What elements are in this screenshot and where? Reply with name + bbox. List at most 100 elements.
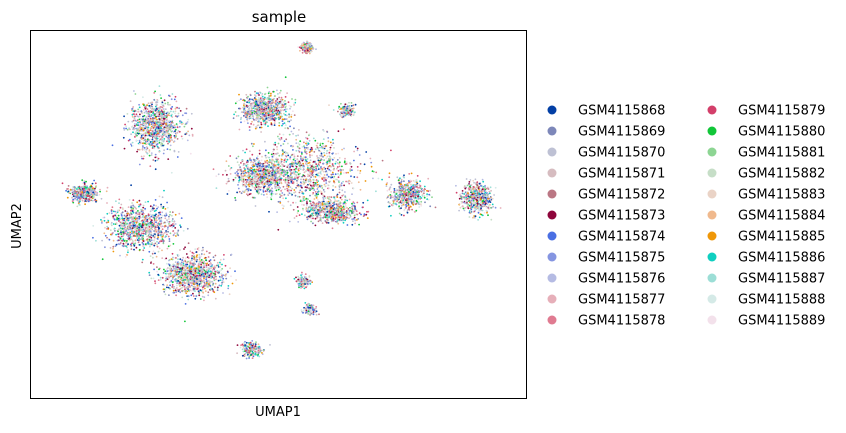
data-point (332, 142, 335, 145)
data-point (175, 132, 178, 134)
data-point (172, 291, 175, 294)
data-point (302, 169, 305, 171)
data-point (134, 218, 137, 221)
data-point (323, 146, 326, 149)
data-point (309, 150, 312, 153)
data-point (146, 138, 149, 141)
data-point (331, 163, 334, 165)
data-point (289, 165, 292, 168)
data-point (165, 112, 168, 115)
data-point (204, 273, 207, 275)
data-point (137, 108, 140, 111)
data-point (158, 113, 161, 116)
data-point (160, 206, 163, 209)
data-point (130, 143, 132, 146)
data-point (281, 192, 284, 194)
data-point (318, 175, 321, 178)
data-point (241, 172, 244, 174)
data-point (125, 223, 128, 225)
data-point (124, 232, 127, 235)
data-point (122, 136, 125, 139)
data-point (128, 217, 131, 219)
data-point (273, 124, 276, 126)
data-point (297, 185, 300, 188)
data-point (181, 272, 184, 274)
data-point (181, 290, 183, 292)
data-point (254, 196, 257, 199)
data-point (157, 236, 160, 239)
data-point (136, 237, 138, 239)
data-point (154, 132, 157, 135)
data-point (301, 146, 304, 148)
data-point (155, 109, 157, 111)
data-point (135, 113, 138, 116)
data-point (307, 148, 310, 151)
data-point (164, 102, 167, 105)
data-point (330, 144, 333, 147)
data-point (114, 245, 117, 248)
data-point (287, 200, 290, 203)
data-point (154, 90, 157, 93)
data-point (160, 141, 162, 144)
data-point (305, 141, 308, 143)
data-point (159, 125, 162, 128)
data-point (196, 284, 199, 287)
data-point (234, 111, 237, 113)
data-point (267, 125, 269, 127)
data-point (103, 232, 106, 235)
data-point (155, 101, 158, 103)
data-point (279, 89, 282, 92)
data-point (349, 162, 352, 165)
data-point (266, 175, 268, 177)
data-point (187, 257, 190, 259)
data-point (159, 230, 162, 232)
data-point (130, 213, 133, 216)
data-point (337, 169, 340, 172)
data-point (350, 182, 353, 184)
data-point (165, 135, 168, 138)
data-point (153, 133, 156, 135)
data-point (356, 149, 359, 152)
data-point (297, 142, 300, 145)
data-point (331, 176, 334, 179)
data-point (152, 159, 155, 161)
data-point (172, 230, 175, 233)
data-point (251, 196, 254, 199)
data-point (150, 215, 153, 218)
data-point (181, 265, 183, 268)
data-point (153, 244, 156, 247)
data-point (260, 193, 263, 196)
data-point (259, 91, 261, 93)
data-point (191, 257, 193, 260)
data-point (321, 178, 324, 181)
data-point (153, 230, 156, 232)
data-point (327, 175, 330, 178)
data-point (143, 155, 145, 158)
data-point (317, 186, 320, 189)
data-point (205, 276, 208, 278)
data-point (298, 195, 301, 198)
data-point (262, 102, 265, 104)
data-point (187, 260, 189, 263)
data-point (301, 200, 304, 203)
data-point (274, 116, 276, 119)
data-point (249, 94, 252, 97)
data-point (133, 233, 136, 236)
data-point (280, 114, 283, 116)
data-point (278, 124, 281, 127)
data-point (100, 218, 102, 221)
data-point (106, 228, 108, 230)
data-point (139, 224, 142, 227)
data-point (221, 281, 224, 284)
data-point (254, 103, 257, 106)
data-point (288, 178, 290, 181)
data-point (146, 131, 149, 134)
data-point (261, 93, 264, 95)
data-point (323, 130, 325, 132)
data-point (131, 235, 134, 238)
data-point (338, 162, 341, 165)
data-point (146, 104, 149, 106)
data-point (161, 143, 164, 146)
data-point (184, 260, 187, 263)
data-point (240, 98, 242, 101)
